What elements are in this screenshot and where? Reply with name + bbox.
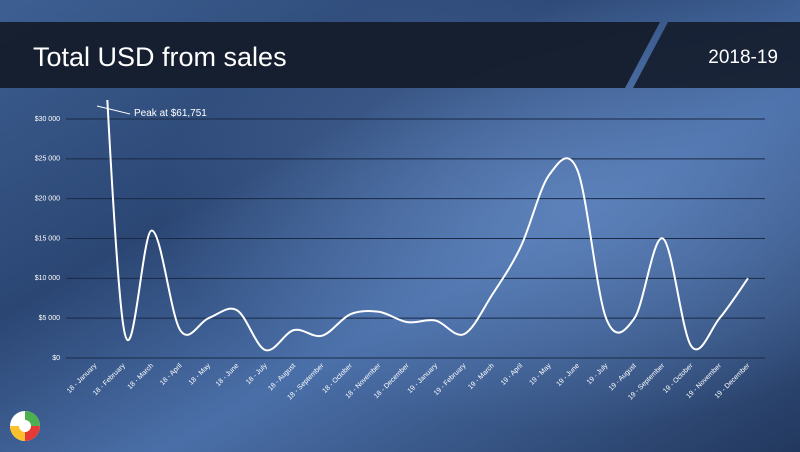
chart-title: Total USD from sales <box>33 42 287 72</box>
y-tick-label: $15 000 <box>35 235 60 242</box>
y-tick-label: $5 000 <box>39 315 61 322</box>
annotation-leader <box>96 105 131 115</box>
logo <box>10 411 40 441</box>
y-tick-label: $0 <box>52 355 60 362</box>
y-tick-label: $30 000 <box>35 116 60 123</box>
y-tick-label: $20 000 <box>35 196 60 203</box>
y-tick-label: $25 000 <box>35 156 60 163</box>
title-band <box>0 22 660 88</box>
line <box>106 100 749 352</box>
annotation: Peak at $61,751 <box>134 108 207 119</box>
series-group <box>106 100 749 352</box>
chart-subtitle: 2018-19 <box>708 47 778 68</box>
subtitle-band <box>633 22 800 88</box>
y-tick-label: $10 000 <box>35 275 60 282</box>
